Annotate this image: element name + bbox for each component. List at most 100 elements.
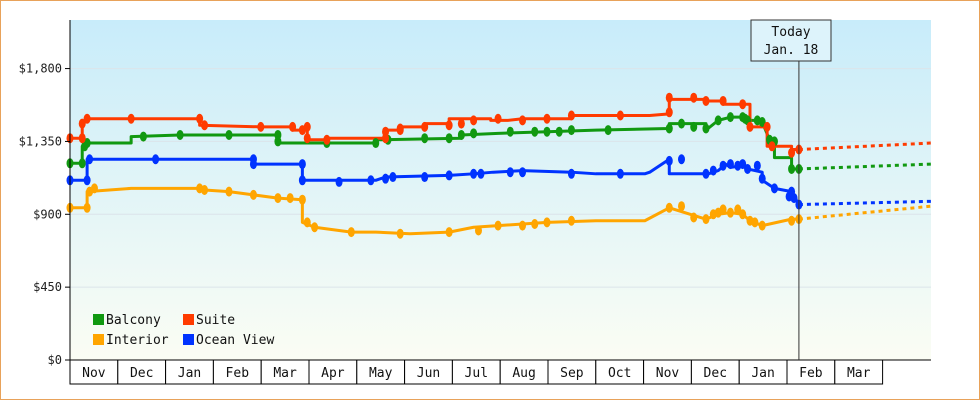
data-point-balcony bbox=[788, 163, 796, 174]
data-point-ocean-view bbox=[790, 193, 798, 204]
data-point-interior bbox=[303, 217, 311, 228]
data-point-suite bbox=[494, 113, 502, 124]
data-point-interior bbox=[83, 202, 91, 213]
data-point-balcony bbox=[445, 133, 453, 144]
data-point-ocean-view bbox=[421, 172, 429, 183]
data-point-ocean-view bbox=[477, 168, 485, 179]
data-point-balcony bbox=[506, 126, 514, 137]
legend-item-interior: Interior bbox=[93, 333, 169, 348]
data-point-balcony bbox=[421, 133, 429, 144]
data-point-ocean-view bbox=[83, 175, 91, 186]
data-point-suite bbox=[665, 107, 673, 118]
series-projection-interior bbox=[798, 204, 932, 221]
data-point-suite bbox=[543, 113, 551, 124]
data-point-suite bbox=[303, 121, 311, 132]
data-point-ocean-view bbox=[770, 183, 778, 194]
data-point-interior bbox=[274, 193, 282, 204]
data-point-ocean-view bbox=[616, 168, 624, 179]
month-cell bbox=[547, 359, 597, 385]
data-point-ocean-view bbox=[719, 160, 727, 171]
month-cell bbox=[690, 359, 740, 385]
month-cell bbox=[738, 359, 788, 385]
data-point-interior bbox=[758, 220, 766, 231]
data-point-balcony bbox=[555, 126, 563, 137]
month-label: Sep bbox=[560, 366, 584, 381]
data-point-balcony bbox=[690, 121, 698, 132]
data-point-balcony bbox=[83, 138, 91, 149]
data-point-suite bbox=[445, 120, 453, 131]
month-cell bbox=[308, 359, 358, 385]
month-label: Mar bbox=[847, 366, 871, 381]
month-label: Oct bbox=[608, 366, 631, 381]
data-point-balcony bbox=[372, 138, 380, 149]
month-label: May bbox=[369, 366, 393, 381]
data-point-interior bbox=[702, 214, 710, 225]
data-point-suite bbox=[519, 115, 527, 126]
data-point-interior bbox=[719, 204, 727, 215]
legend-item-ocean-view: Ocean View bbox=[183, 333, 274, 348]
month-label: Feb bbox=[799, 366, 823, 381]
month-cell bbox=[165, 359, 214, 385]
month-label: Feb bbox=[226, 366, 250, 381]
data-point-balcony bbox=[274, 136, 282, 147]
legend-swatch-balcony bbox=[93, 314, 104, 325]
today-date: Jan. 18 bbox=[764, 43, 819, 58]
data-point-ocean-view bbox=[519, 167, 527, 178]
month-label: Jun bbox=[417, 366, 440, 381]
month-label: Jul bbox=[465, 366, 488, 381]
legend-item-balcony: Balcony bbox=[93, 313, 161, 328]
legend-label-suite: Suite bbox=[196, 313, 235, 328]
data-point-ocean-view bbox=[753, 160, 761, 171]
legend-swatch-suite bbox=[183, 314, 194, 325]
data-point-balcony bbox=[543, 126, 551, 137]
data-point-interior bbox=[347, 227, 355, 238]
month-cell bbox=[451, 359, 501, 385]
data-point-suite bbox=[457, 118, 465, 129]
month-label: Apr bbox=[321, 366, 345, 381]
data-point-suite bbox=[746, 121, 754, 132]
projections bbox=[798, 141, 932, 221]
month-label: Nov bbox=[656, 366, 680, 381]
data-point-interior bbox=[788, 215, 796, 226]
month-label: Jan bbox=[178, 366, 201, 381]
y-ticks: $1,800 $1,350 $900 $450 $0 bbox=[19, 62, 70, 367]
data-point-suite bbox=[289, 121, 297, 132]
series-projection-suite bbox=[798, 141, 932, 152]
today-marker: Today Jan. 18 bbox=[750, 19, 832, 360]
data-point-interior bbox=[665, 202, 673, 213]
data-point-ocean-view bbox=[152, 154, 160, 165]
data-point-suite bbox=[690, 92, 698, 103]
data-point-balcony bbox=[176, 129, 184, 140]
month-label: Mar bbox=[273, 366, 297, 381]
series-projection-balcony bbox=[798, 162, 932, 171]
data-point-balcony bbox=[714, 115, 722, 126]
data-point-ocean-view bbox=[86, 154, 94, 165]
data-point-suite bbox=[665, 92, 673, 103]
data-point-balcony bbox=[678, 118, 686, 129]
month-label: Dec bbox=[130, 366, 153, 381]
data-point-interior bbox=[201, 185, 209, 195]
today-label: Today bbox=[771, 25, 810, 40]
data-point-ocean-view bbox=[335, 176, 343, 187]
month-label: Jan bbox=[751, 366, 774, 381]
data-point-balcony bbox=[78, 158, 86, 169]
data-point-ocean-view bbox=[445, 170, 453, 181]
today-box bbox=[750, 19, 832, 62]
data-point-suite bbox=[702, 95, 710, 106]
month-cell bbox=[595, 359, 645, 385]
data-point-ocean-view bbox=[678, 154, 686, 165]
data-point-interior bbox=[678, 201, 686, 212]
month-label: Nov bbox=[82, 366, 106, 381]
data-point-ocean-view bbox=[709, 165, 717, 176]
data-point-interior bbox=[494, 220, 502, 231]
data-point-balcony bbox=[457, 129, 465, 140]
legend: Balcony Suite Interior Ocean View bbox=[93, 313, 274, 348]
data-point-suite bbox=[78, 118, 86, 129]
data-point-interior bbox=[531, 219, 539, 229]
data-point-ocean-view bbox=[367, 175, 375, 186]
y-tick-label: $0 bbox=[48, 353, 62, 367]
y-tick-label: $450 bbox=[33, 280, 62, 294]
data-point-interior bbox=[249, 189, 257, 200]
month-axis: Nov Dec Jan Feb Mar Apr May Jun Jul Aug Sep Oct Nov D… bbox=[69, 359, 884, 385]
data-point-suite bbox=[196, 113, 204, 124]
